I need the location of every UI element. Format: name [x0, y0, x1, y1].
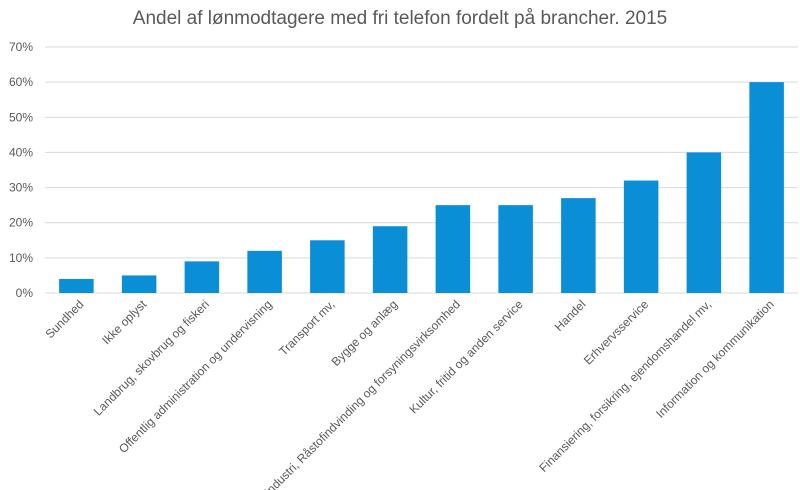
- y-tick-label: 50%: [9, 110, 33, 124]
- x-tick-label: Kultur, fritid og anden service: [406, 297, 526, 417]
- y-tick-label: 40%: [9, 145, 33, 159]
- y-tick-label: 70%: [9, 40, 33, 54]
- y-tick-label: 30%: [9, 181, 33, 195]
- y-tick-label: 10%: [9, 251, 33, 265]
- bar: [59, 278, 94, 293]
- chart-title: Andel af lønmodtagere med fri telefon fo…: [132, 8, 668, 29]
- bar: [247, 250, 282, 293]
- x-tick-label: Erhvervsservice: [581, 297, 651, 367]
- x-tick-label: Transport mv,: [276, 297, 337, 358]
- y-tick-label: 60%: [9, 75, 33, 89]
- x-tick-label: Bygge og anlæg: [329, 297, 401, 369]
- y-axis-tick-labels: 0% 10% 20% 30% 40% 50% 60% 70%: [9, 40, 33, 300]
- y-tick-label: 20%: [9, 216, 33, 230]
- bar: [435, 205, 471, 293]
- x-tick-label: Information og kommunikation: [653, 297, 777, 421]
- x-tick-label: Sundhed: [43, 297, 87, 341]
- bar: [310, 240, 345, 293]
- bar: [623, 180, 659, 293]
- bar: [372, 226, 408, 293]
- bars: [59, 82, 784, 294]
- gridlines: [45, 46, 798, 294]
- x-tick-label: Ikke oplyst: [99, 297, 149, 347]
- x-tick-label: Landbrug, skovbrug og fiskeri: [91, 297, 212, 418]
- bar: [561, 198, 596, 293]
- bar: [686, 152, 722, 293]
- x-tick-label: Handel: [552, 297, 589, 334]
- bar: [749, 82, 784, 294]
- bar: [184, 261, 220, 293]
- bar: [121, 275, 157, 293]
- y-tick-label: 0%: [16, 286, 34, 300]
- bar: [498, 205, 533, 293]
